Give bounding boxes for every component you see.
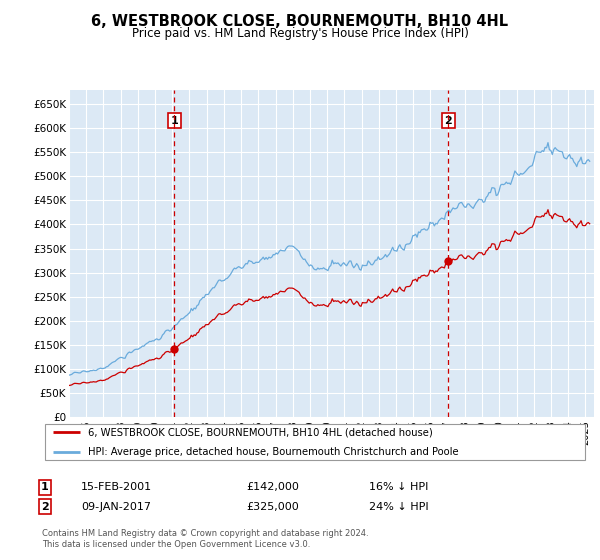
Text: 6, WESTBROOK CLOSE, BOURNEMOUTH, BH10 4HL (detached house): 6, WESTBROOK CLOSE, BOURNEMOUTH, BH10 4H… [88,427,433,437]
Text: Price paid vs. HM Land Registry's House Price Index (HPI): Price paid vs. HM Land Registry's House … [131,27,469,40]
Text: 1: 1 [170,116,178,126]
Text: £325,000: £325,000 [246,502,299,512]
Text: 15-FEB-2001: 15-FEB-2001 [81,482,152,492]
Text: 2: 2 [445,116,452,126]
Text: 2: 2 [41,502,49,512]
Text: 6, WESTBROOK CLOSE, BOURNEMOUTH, BH10 4HL: 6, WESTBROOK CLOSE, BOURNEMOUTH, BH10 4H… [91,14,509,29]
Text: HPI: Average price, detached house, Bournemouth Christchurch and Poole: HPI: Average price, detached house, Bour… [88,446,459,456]
Text: 24% ↓ HPI: 24% ↓ HPI [369,502,428,512]
Text: Contains HM Land Registry data © Crown copyright and database right 2024.: Contains HM Land Registry data © Crown c… [42,529,368,538]
Text: 09-JAN-2017: 09-JAN-2017 [81,502,151,512]
FancyBboxPatch shape [45,424,585,460]
Text: This data is licensed under the Open Government Licence v3.0.: This data is licensed under the Open Gov… [42,540,310,549]
Text: 1: 1 [41,482,49,492]
Text: 16% ↓ HPI: 16% ↓ HPI [369,482,428,492]
Text: £142,000: £142,000 [246,482,299,492]
